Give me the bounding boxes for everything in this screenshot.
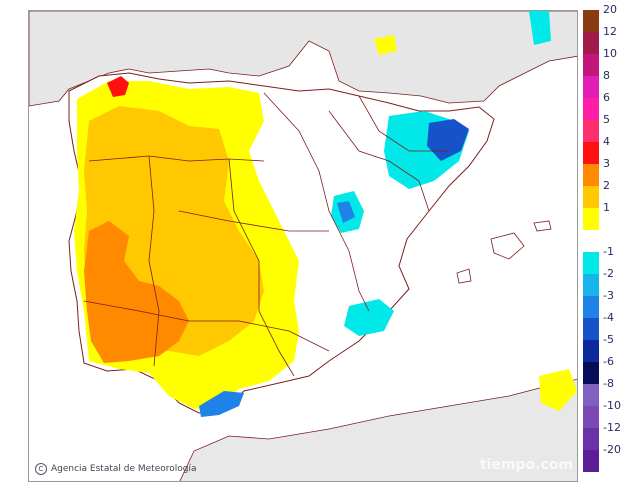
legend-label-warm-7: 3: [603, 157, 610, 170]
legend-label-warm-6: 4: [603, 135, 610, 148]
sea-patch-yellow-se: [539, 369, 577, 411]
legend-label-cold-8: -12: [603, 421, 621, 434]
legend-label-warm-1: 12: [603, 25, 617, 38]
legend-label-warm-4: 6: [603, 91, 610, 104]
legend-swatch-cold-5: [583, 362, 599, 384]
legend-label-warm-3: 8: [603, 69, 610, 82]
legend-label-warm-2: 10: [603, 47, 617, 60]
anomaly-area-minus4-catalonia: [427, 119, 469, 161]
legend-swatch-warm-5: [583, 120, 599, 142]
legend-label-warm-5: 5: [603, 113, 610, 126]
anomaly-area-minus3-ebro: [337, 201, 355, 223]
sea-patch-yellow-n: [374, 35, 397, 55]
legend-swatch-warm-6: [583, 142, 599, 164]
legend-swatch-cold-1: [583, 274, 599, 296]
anomaly-area-minus3-strait: [199, 391, 244, 417]
sea-patch-cyan-n: [529, 11, 551, 45]
legend-swatch-cold-9: [583, 450, 599, 472]
legend-swatch-cold-2: [583, 296, 599, 318]
legend-label-warm-9: 1: [603, 201, 610, 214]
legend-label-cold-0: -1: [603, 245, 614, 258]
africa-land: [179, 378, 577, 481]
anomaly-area-3: [84, 221, 189, 363]
legend: 20 12 10 8 6 5 4 3 2 1 -1 -2 -3 -4 -5 -6 -8 -10 -12 -20: [583, 4, 629, 475]
legend-label-warm-8: 2: [603, 179, 610, 192]
legend-swatch-cold-7: [583, 406, 599, 428]
legend-label-cold-2: -3: [603, 289, 614, 302]
legend-swatch-cold-8: [583, 428, 599, 450]
credit-text: Agencia Estatal de Meteorología: [51, 464, 197, 474]
legend-swatch-cold-0: [583, 252, 599, 274]
legend-label-cold-3: -4: [603, 311, 614, 324]
legend-label-cold-4: -5: [603, 333, 614, 346]
map-svg: [29, 11, 577, 481]
watermark: tiempo.com: [479, 457, 573, 473]
legend-label-cold-6: -8: [603, 377, 614, 390]
legend-swatch-warm-0: [583, 10, 599, 32]
legend-label-cold-9: -20: [603, 443, 621, 456]
island-mallorca: [490, 232, 525, 260]
anomaly-area-4: [107, 76, 129, 97]
island-ibiza: [456, 268, 472, 284]
legend-swatch-cold-4: [583, 340, 599, 362]
legend-swatch-warm-1: [583, 32, 599, 54]
legend-swatch-warm-9: [583, 208, 599, 230]
island-menorca: [533, 220, 552, 232]
legend-swatch-warm-3: [583, 76, 599, 98]
legend-label-cold-5: -6: [603, 355, 614, 368]
legend-swatch-warm-8: [583, 186, 599, 208]
copyright-icon: C: [35, 463, 47, 475]
credit: C Agencia Estatal de Meteorología: [35, 463, 197, 475]
legend-swatch-cold-3: [583, 318, 599, 340]
legend-swatch-warm-7: [583, 164, 599, 186]
legend-label-cold-1: -2: [603, 267, 614, 280]
legend-swatch-warm-2: [583, 54, 599, 76]
legend-swatch-neutral: [583, 230, 599, 252]
legend-label-warm-0: 20: [603, 3, 617, 16]
anomaly-area-minus1-valencia: [344, 299, 394, 336]
anomaly-map: C Agencia Estatal de Meteorología tiempo…: [28, 10, 578, 482]
legend-swatch-cold-6: [583, 384, 599, 406]
legend-label-cold-7: -10: [603, 399, 621, 412]
region-borders: [83, 92, 449, 377]
legend-swatch-warm-4: [583, 98, 599, 120]
